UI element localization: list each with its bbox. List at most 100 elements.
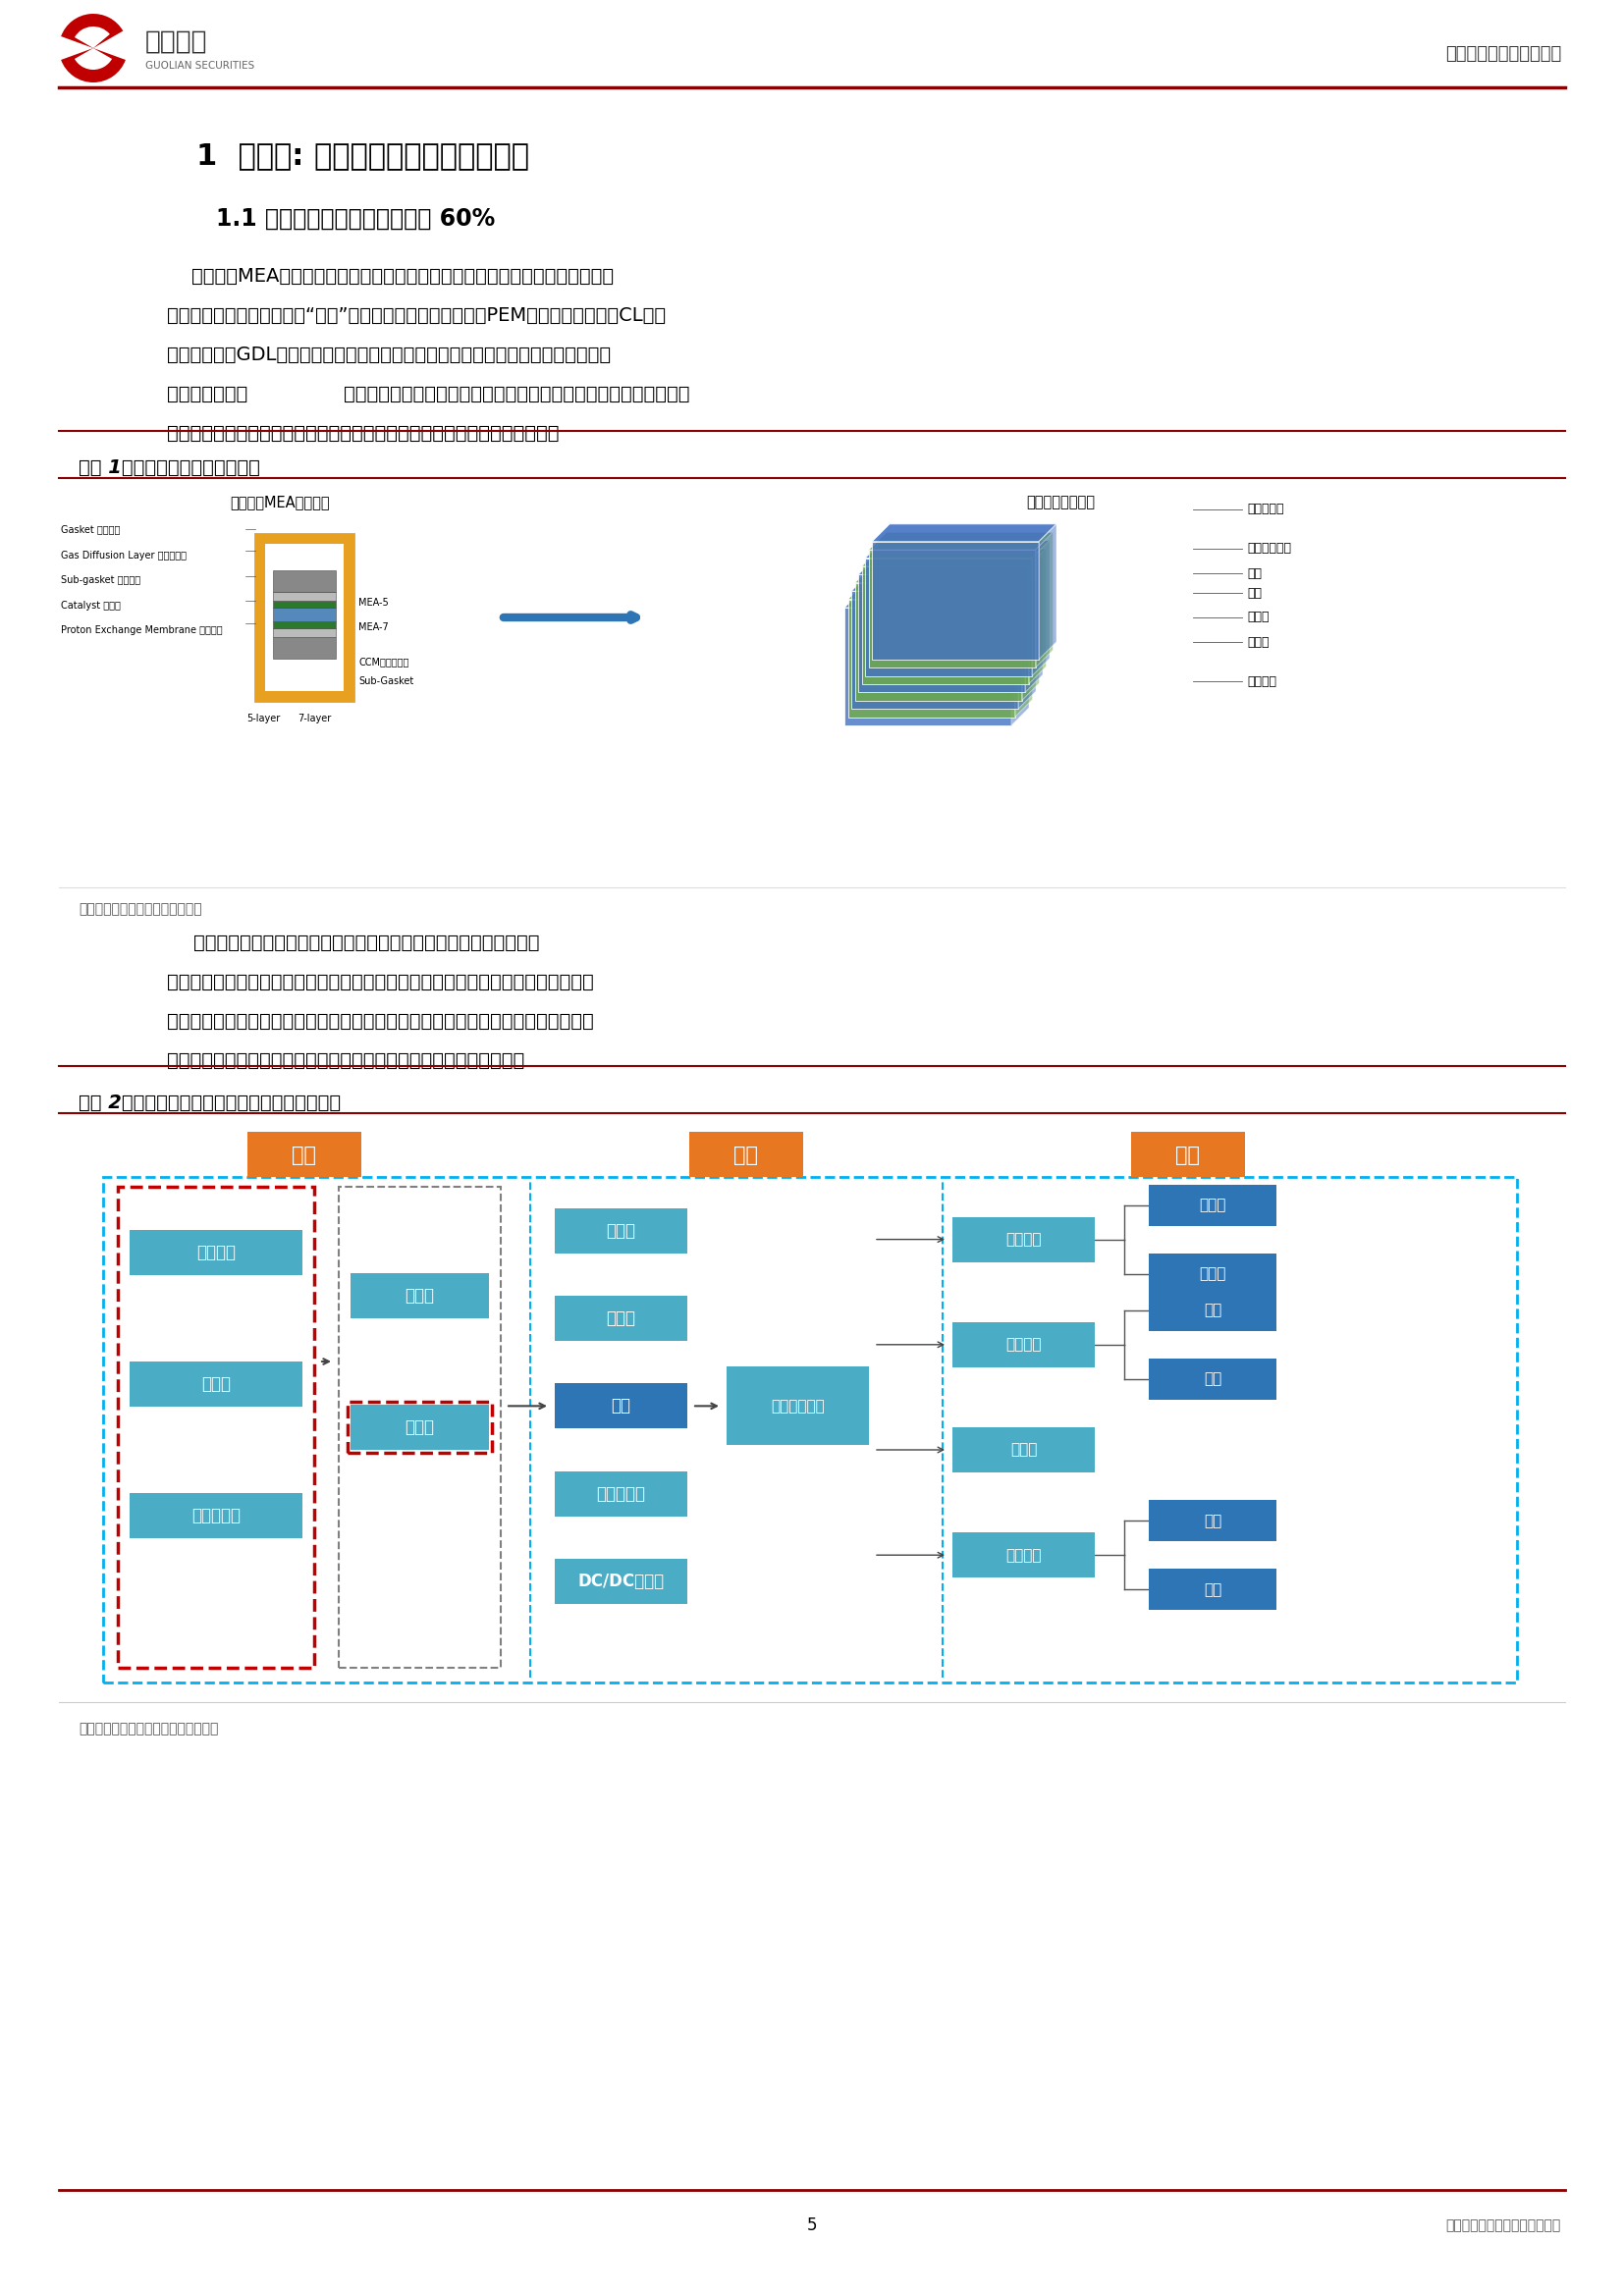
- Text: 氢气: 氢气: [1247, 585, 1262, 599]
- Text: 燃料电池堆结构图: 燃料电池堆结构图: [1026, 494, 1095, 510]
- Text: 图表 1：膜电极及燃料电池结构图: 图表 1：膜电极及燃料电池结构图: [78, 459, 260, 478]
- Bar: [952, 1217, 1095, 1263]
- Text: 膜电极决定了电堆性能、寿命和成本的上限，高性能、低铂载量、低: 膜电极决定了电堆性能、寿命和成本的上限，高性能、低铂载量、低: [344, 386, 690, 404]
- Bar: [555, 1559, 687, 1605]
- Text: 氢气循环泵: 氢气循环泵: [596, 1486, 646, 1502]
- Text: 催化剂: 催化剂: [201, 1375, 231, 1394]
- Text: 商用车: 商用车: [1199, 1199, 1226, 1212]
- Polygon shape: [1039, 523, 1057, 659]
- Text: 燃料电池系统: 燃料电池系统: [771, 1398, 825, 1414]
- Text: MEA-5: MEA-5: [359, 597, 388, 608]
- Polygon shape: [848, 581, 1033, 599]
- Text: 子交换膜、气体扩散层组成膜电极和双极板构成电堆的上游，电堆与空压机、氢气循: 子交换膜、气体扩散层组成膜电极和双极板构成电堆的上游，电堆与空压机、氢气循: [167, 974, 594, 992]
- Bar: [130, 1231, 302, 1274]
- Bar: [119, 1187, 313, 1667]
- Text: Sub-Gasket: Sub-Gasket: [359, 677, 414, 687]
- Text: 便携式: 便携式: [1010, 1442, 1038, 1458]
- Text: 来源：马里亚娜氢电，国联证券研究所: 来源：马里亚娜氢电，国联证券研究所: [78, 1722, 218, 1736]
- Polygon shape: [848, 599, 1015, 716]
- Polygon shape: [866, 540, 1049, 558]
- Bar: [555, 1384, 687, 1428]
- Text: 双极板: 双极板: [404, 1286, 435, 1304]
- Text: 双极板: 双极板: [1247, 636, 1268, 647]
- Polygon shape: [844, 590, 1030, 608]
- Bar: [351, 1274, 489, 1318]
- Text: 其他领域: 其他领域: [1005, 1548, 1041, 1564]
- Text: 交通运输: 交通运输: [1005, 1233, 1041, 1247]
- Text: 膜电极（MEA）是氢燃料电池的最核心部件，是多项物质传输和电化学反应的核: 膜电极（MEA）是氢燃料电池的最核心部件，是多项物质传输和电化学反应的核: [167, 266, 614, 285]
- Polygon shape: [844, 608, 1012, 726]
- Text: 氧气: 氧气: [1247, 567, 1262, 579]
- Text: Gas Diffusion Layer 气体扩散层: Gas Diffusion Layer 气体扩散层: [60, 551, 187, 560]
- Polygon shape: [857, 558, 1043, 574]
- Text: 上游: 上游: [292, 1146, 317, 1164]
- Polygon shape: [857, 574, 1025, 693]
- Text: Gasket 密封材料: Gasket 密封材料: [60, 523, 120, 535]
- Text: 膜电极组件: 膜电极组件: [1247, 503, 1285, 517]
- Bar: [1130, 1132, 1246, 1178]
- Bar: [247, 1132, 361, 1178]
- Bar: [273, 602, 336, 608]
- Polygon shape: [851, 590, 1018, 709]
- Bar: [130, 1492, 302, 1538]
- Text: GUOLIAN SECURITIES: GUOLIAN SECURITIES: [145, 62, 255, 71]
- Bar: [1148, 1359, 1276, 1401]
- Text: 家用: 家用: [1203, 1371, 1221, 1387]
- Bar: [351, 1405, 489, 1449]
- Text: Catalyst 催化层: Catalyst 催化层: [60, 602, 120, 611]
- Polygon shape: [869, 533, 1052, 551]
- Text: 1.1 膜电极占氢燃料电池成本的 60%: 1.1 膜电极占氢燃料电池成本的 60%: [216, 207, 495, 230]
- Bar: [726, 1366, 869, 1444]
- Wedge shape: [75, 28, 110, 48]
- Text: CCM复合功能膜: CCM复合功能膜: [359, 657, 409, 666]
- Bar: [273, 608, 336, 622]
- Bar: [952, 1322, 1095, 1366]
- Text: 空压机: 空压机: [606, 1221, 635, 1240]
- Text: 行业报告｜行业深度研究: 行业报告｜行业深度研究: [1445, 46, 1561, 62]
- Bar: [555, 1295, 687, 1341]
- Text: 气体扩散层: 气体扩散层: [192, 1506, 240, 1525]
- Polygon shape: [1021, 565, 1039, 700]
- Text: 1  膜电极: 氢燃料电池技术与成本中枢: 1 膜电极: 氢燃料电池技术与成本中枢: [197, 142, 529, 170]
- Polygon shape: [1025, 558, 1043, 693]
- Text: 电堆: 电堆: [611, 1398, 630, 1414]
- Text: 成本、长寿命的膜电极对于加速氢燃料电池商业化进程具有非常重要的意义。: 成本、长寿命的膜电极对于加速氢燃料电池商业化进程具有非常重要的意义。: [167, 425, 559, 443]
- Bar: [1148, 1499, 1276, 1541]
- Text: 国联证券: 国联证券: [145, 30, 208, 55]
- Polygon shape: [872, 542, 1039, 659]
- Text: Sub-gasket 边框材料: Sub-gasket 边框材料: [60, 576, 141, 585]
- Text: 膜电极: 膜电极: [404, 1419, 435, 1435]
- Polygon shape: [854, 583, 1021, 700]
- Text: 5-layer: 5-layer: [247, 714, 279, 723]
- Text: 请务必阅读报告末页的重要声明: 请务必阅读报告末页的重要声明: [1445, 2218, 1561, 2232]
- Text: MEA-7: MEA-7: [359, 622, 388, 631]
- Bar: [1148, 1185, 1276, 1226]
- Text: Proton Exchange Membrane 质子导膜: Proton Exchange Membrane 质子导膜: [60, 625, 222, 636]
- Text: DC/DC转换器: DC/DC转换器: [578, 1573, 664, 1591]
- Polygon shape: [851, 574, 1036, 590]
- Bar: [952, 1428, 1095, 1472]
- Text: 中游: 中游: [734, 1146, 758, 1164]
- Bar: [130, 1362, 302, 1407]
- Text: 环泵、储氢瓶系统等其它组件构成燃料电池动力系统，下游应用对应交通领域和备用: 环泵、储氢瓶系统等其它组件构成燃料电池动力系统，下游应用对应交通领域和备用: [167, 1013, 594, 1031]
- Bar: [273, 592, 336, 602]
- Text: 重复单元: 重复单元: [1247, 675, 1276, 687]
- Text: 7-layer: 7-layer: [297, 714, 331, 723]
- Bar: [1148, 1568, 1276, 1609]
- Bar: [1148, 1254, 1276, 1295]
- Text: 固定发电: 固定发电: [1005, 1336, 1041, 1352]
- Wedge shape: [62, 48, 125, 83]
- Bar: [273, 622, 336, 629]
- Bar: [555, 1208, 687, 1254]
- Text: 心场所，被称为燃料电池的“心脏”。膜电极是由质子交换膜（PEM）、催化层电极（CL）、: 心场所，被称为燃料电池的“心脏”。膜电极是由质子交换膜（PEM）、催化层电极（C…: [167, 305, 666, 326]
- Bar: [102, 1178, 1517, 1683]
- Text: 电解质膜: 电解质膜: [197, 1244, 235, 1261]
- Text: 图表 2：膜电极位于燃料电池产业链上游核心位置: 图表 2：膜电极位于燃料电池产业链上游核心位置: [78, 1093, 341, 1111]
- Bar: [255, 535, 354, 700]
- Polygon shape: [1018, 574, 1036, 709]
- Polygon shape: [872, 523, 1057, 542]
- Text: 下游: 下游: [1176, 1146, 1200, 1164]
- Text: 来源：群菱能源，国联证券研究所: 来源：群菱能源，国联证券研究所: [78, 902, 201, 916]
- Text: 加湿器: 加湿器: [606, 1309, 635, 1327]
- Bar: [1148, 1290, 1276, 1332]
